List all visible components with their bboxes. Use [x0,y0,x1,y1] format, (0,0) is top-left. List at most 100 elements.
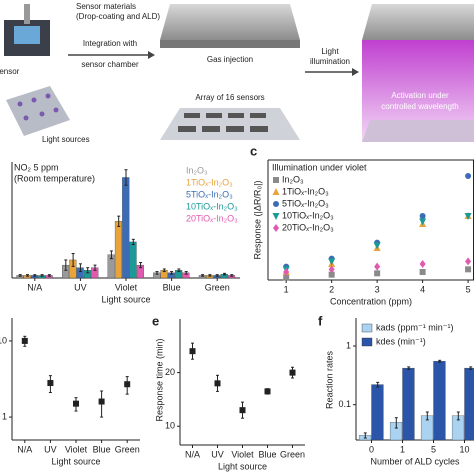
x-tick-label: Blue [93,444,111,454]
marker [47,380,54,387]
x-tick-label: UV [44,444,57,454]
chamber-base [160,40,300,48]
chamber [160,4,300,40]
x-tick-label: 1 [284,284,289,294]
sensor-array [160,108,300,140]
marker [373,242,381,250]
x-tick-label: Blue [163,282,181,292]
marker [124,381,131,388]
schematic-text: Light sources [42,135,90,144]
y-tick-label: 20 [165,367,175,377]
schematic-text: Sensor [0,67,20,76]
y-axis-label: Response time (min) [154,338,164,421]
marker [328,271,335,278]
legend-label: 10TiOₓ-In₂O₃ [282,210,334,220]
bar [129,241,137,279]
x-tick-label: Green [115,444,140,454]
marker [419,213,426,219]
marker [465,173,472,179]
bar [371,384,384,441]
light-board [6,86,70,136]
x-tick-label: Blue [258,449,276,459]
marker [189,348,196,355]
panel-label: c [250,143,257,158]
x-tick-label: Violet [65,444,88,454]
marker [273,177,279,183]
schematic: Sensor materials (Drop-coating and ALD) … [0,2,474,144]
x-tick-label: 3 [375,284,380,294]
array-cells [178,113,268,132]
x-axis-label: Concentration (ppm) [330,296,412,306]
legend-label: 1TiOₓ-In₂O₃ [186,177,233,187]
x-tick-label: N/A [27,282,42,292]
panel-label: e [152,313,159,328]
schematic-text: illumination [310,57,350,66]
marker [419,218,427,226]
legend-swatch [361,337,373,347]
marker [273,201,279,207]
sensor-chip [14,26,40,44]
x-tick-label: 0 [369,444,374,454]
marker [464,213,472,220]
x-tick-label: N/A [17,444,32,454]
legend-label: 20TiOₓ-In₂O₃ [186,213,238,223]
legend-label: 5TiOₓ-In₂O₃ [186,189,233,199]
marker [264,388,271,395]
legend-label: In₂O₃ [282,174,304,184]
x-tick-label: 5 [431,444,436,454]
legend-label: 20TiOₓ-In₂O₃ [282,222,334,232]
marker [272,213,280,220]
x-axis-label: Number of ALD cycles [370,456,460,466]
x-tick-label: Green [205,282,230,292]
x-tick-label: Violet [231,449,254,459]
legend-label: 5TiOₓ-In₂O₃ [282,198,329,208]
marker [239,407,246,414]
marker [272,188,280,195]
marker [328,265,335,274]
arrow-head [352,68,359,76]
marker [73,400,79,407]
x-tick-label: 5 [466,284,471,294]
marker [273,224,279,232]
x-tick-label: UV [74,282,87,292]
x-tick-label: 1 [400,444,405,454]
bar [114,221,123,279]
y-axis-label: Reaction rates [324,350,334,409]
x-axis-label: Light source [51,456,100,466]
x-axis-label: Light source [218,461,267,471]
marker [21,337,28,344]
bar [433,361,446,441]
schematic-text: Sensor materials [76,2,136,11]
y-tick-label: 1 [2,411,7,421]
legend-label: 10TiOₓ-In₂O₃ [186,201,238,211]
x-tick-label: UV [211,449,224,459]
annotation: NO₂ 5 ppm [14,162,59,172]
schematic-text: Gas injection [207,55,253,64]
bar [464,367,474,441]
schematic-text: Light [321,47,339,56]
arrow-head [148,51,155,59]
y-tick-label: 10 [165,421,175,431]
marker [328,258,336,266]
y-axis-label: Response (|ΔR/R₀|) [252,181,262,260]
schematic-text: sensor chamber [81,60,139,69]
marker [98,398,105,405]
sensor-array [362,120,474,142]
legend-label: 1TiOₓ-In₂O₃ [282,186,329,196]
y-tick-label: 0.1 [338,399,351,409]
marker [283,274,290,281]
x-axis-label: Light source [101,294,150,304]
x-tick-label: 10 [459,444,469,454]
dropper [24,4,30,24]
bar [122,177,130,279]
marker [283,268,290,276]
light-leds [17,93,59,121]
schematic-text: Activation under [391,91,449,100]
marker [289,369,296,376]
schematic-text: Array of 16 sensors [195,93,264,102]
marker [374,262,381,271]
marker [419,269,426,275]
annotation: (Room temperature) [14,173,95,183]
x-tick-label: N/A [185,449,200,459]
